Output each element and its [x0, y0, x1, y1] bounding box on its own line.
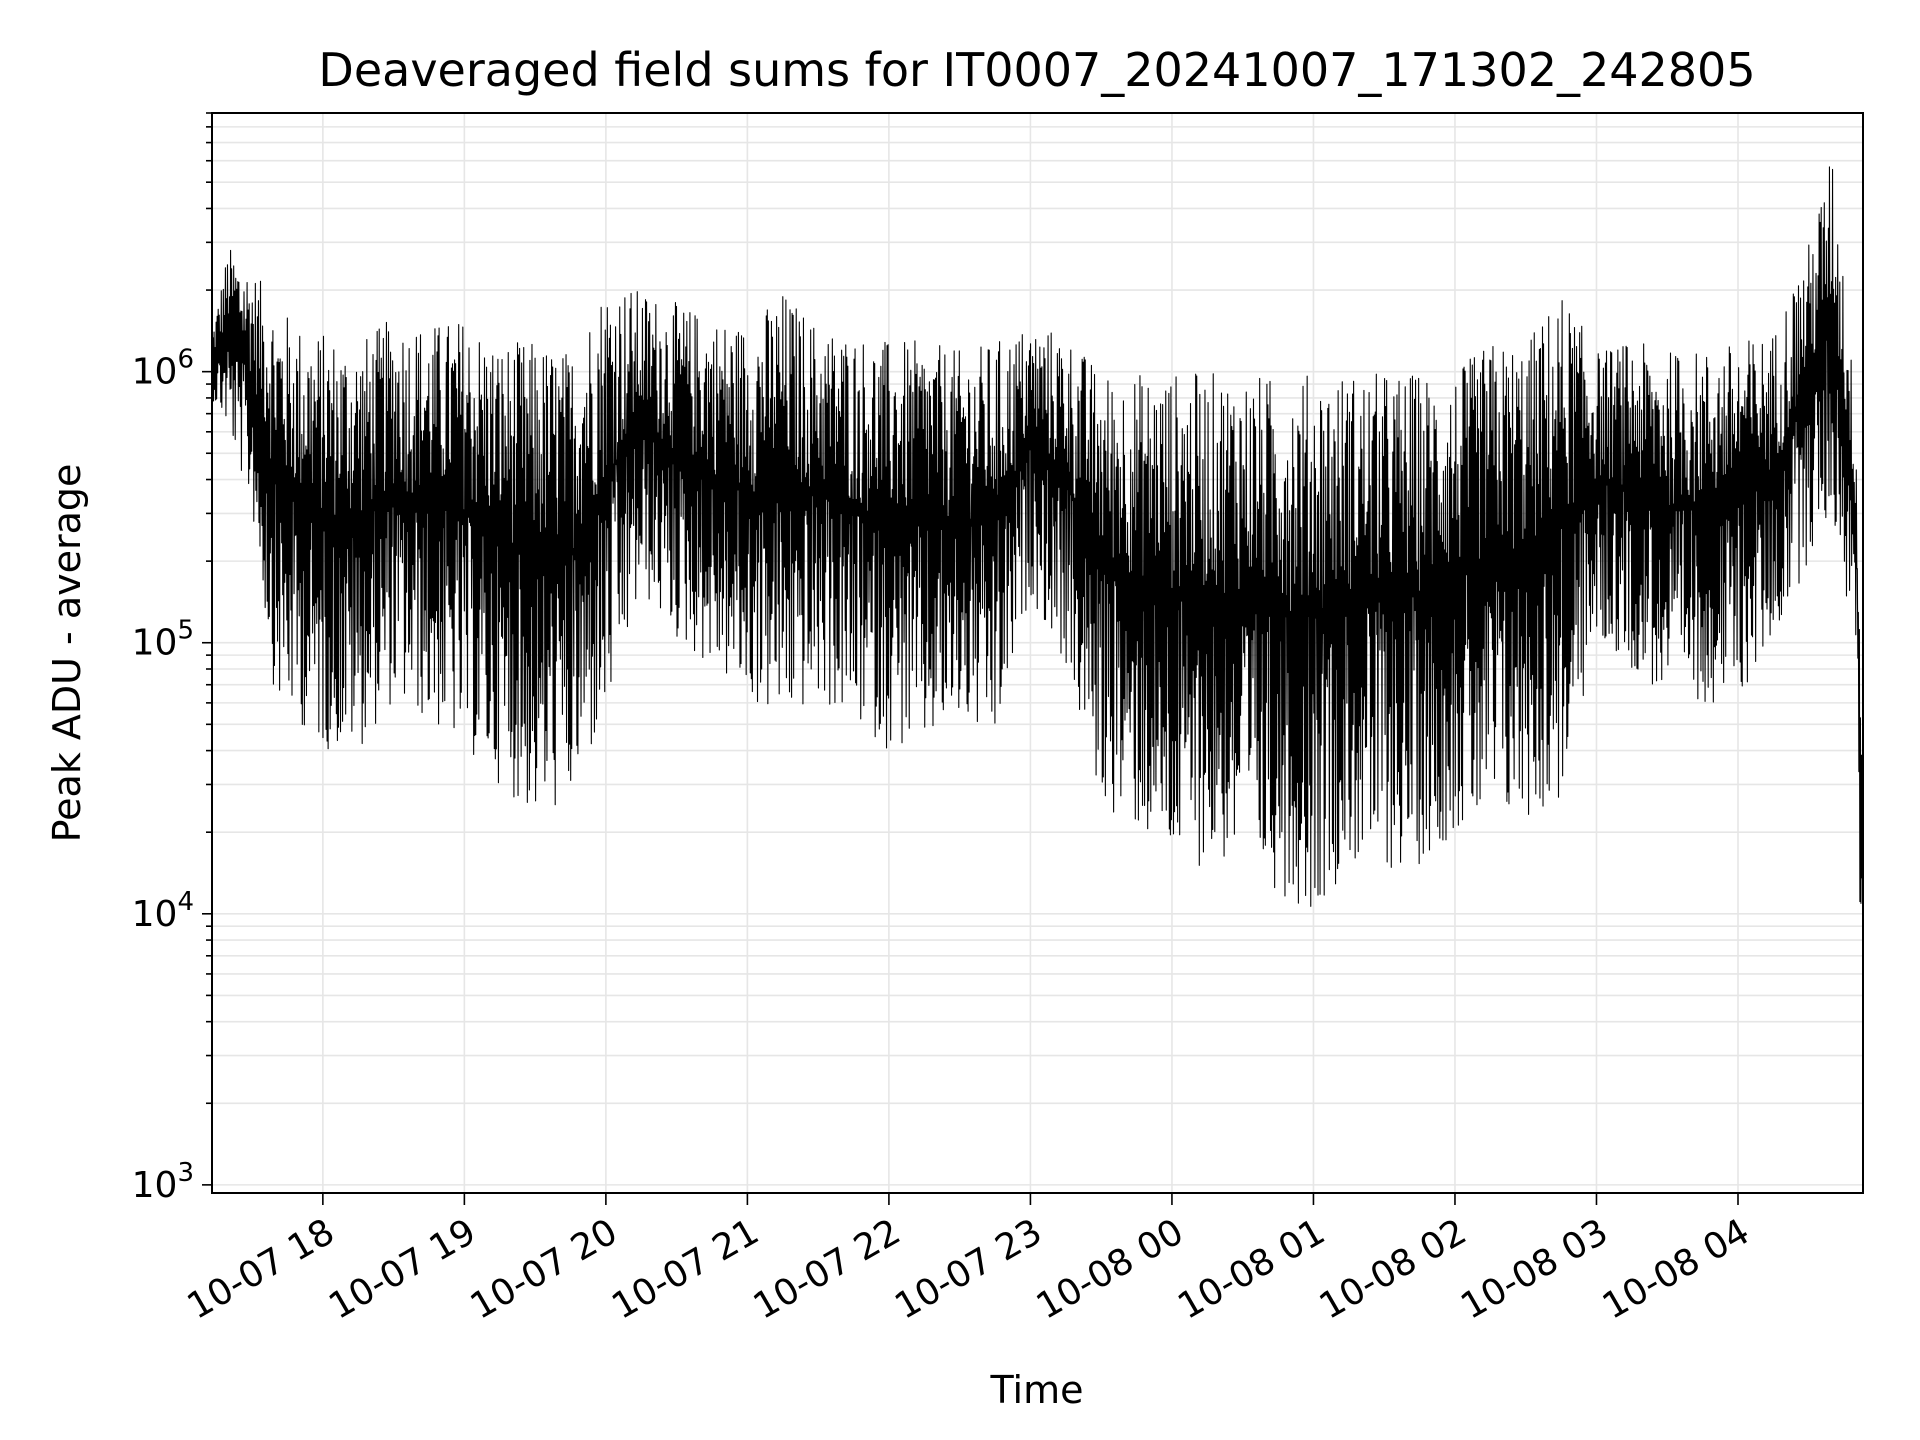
x-tick-label: 10-08 04 [1596, 1211, 1757, 1327]
x-tick-label: 10-08 02 [1313, 1211, 1474, 1327]
x-tick-label: 10-07 22 [747, 1211, 908, 1327]
x-tick-label: 10-08 00 [1030, 1211, 1191, 1327]
x-tick-label: 10-07 18 [181, 1211, 342, 1327]
data-line [212, 166, 1863, 1104]
y-tick-label: 103 [132, 1158, 194, 1206]
x-tick-label: 10-07 21 [605, 1211, 766, 1327]
series-layer [212, 166, 1863, 1104]
x-tick-label: 10-07 23 [888, 1211, 1049, 1327]
y-tick-label: 106 [132, 345, 194, 393]
y-axis-label: Peak ADU - average [45, 464, 89, 843]
x-axis-label: Time [990, 1368, 1084, 1412]
x-tick-label: 10-07 20 [464, 1211, 625, 1327]
y-tick-label: 105 [132, 616, 194, 664]
x-tick-label: 10-07 19 [322, 1211, 483, 1327]
y-tick-label: 104 [132, 887, 194, 935]
chart-title: Deaveraged field sums for IT0007_2024100… [318, 43, 1755, 97]
plot-frame [211, 112, 1864, 1194]
x-tick-label: 10-08 03 [1454, 1211, 1615, 1327]
y-axis-ticks: 103 104 105 106 [132, 112, 212, 1206]
x-tick-label: 10-08 01 [1171, 1211, 1332, 1327]
